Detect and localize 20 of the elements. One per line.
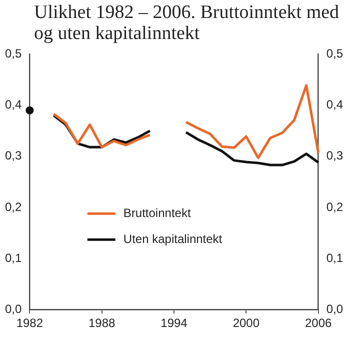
y2-tick-label: 0,3 (326, 148, 344, 163)
y2-tick-label: 0,2 (326, 200, 344, 214)
y-tick-label: 0,3 (4, 148, 22, 163)
y-tick-label: 0,5 (4, 46, 22, 61)
y-tick-label: 0,0 (4, 302, 22, 316)
legend-label: Uten kapitalinntekt (123, 232, 223, 246)
x-tick-label: 1982 (16, 316, 44, 330)
y2-tick-label: 0,4 (326, 98, 344, 112)
y-tick-label: 0,4 (4, 98, 22, 112)
y2-tick-label: 0,0 (326, 302, 344, 316)
x-tick-label: 1994 (160, 316, 188, 330)
y-tick-label: 0,2 (4, 200, 22, 214)
y2-tick-label: 0,5 (326, 46, 344, 61)
x-tick-label: 2000 (232, 316, 260, 330)
x-tick-label: 2006 (304, 316, 332, 330)
legend-label: Bruttoinntekt (123, 206, 192, 220)
x-tick-label: 1988 (88, 316, 116, 330)
y2-tick-label: 0,1 (326, 250, 344, 265)
chart-title: Ulikhet 1982 – 2006. Bruttoinntekt med og uten kapitalinntekt (33, 1, 340, 44)
y-tick-label: 0,1 (4, 250, 22, 265)
